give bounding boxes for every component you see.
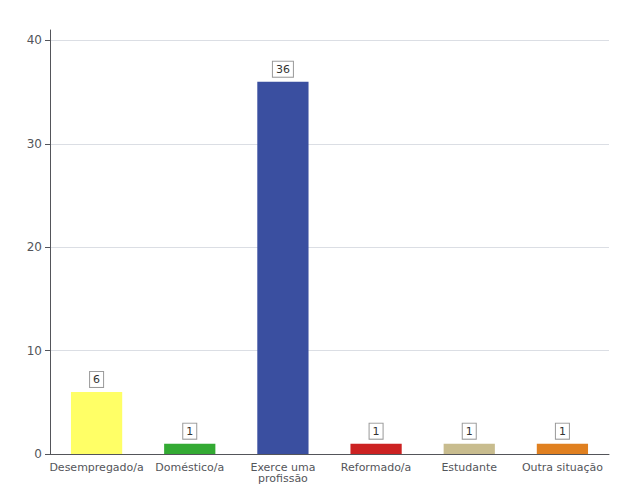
svg-text:40: 40 bbox=[27, 33, 42, 47]
svg-text:0: 0 bbox=[34, 447, 42, 461]
svg-text:Doméstico/a: Doméstico/a bbox=[155, 461, 224, 474]
svg-text:Outra situação: Outra situação bbox=[522, 461, 603, 474]
svg-text:Estudante: Estudante bbox=[441, 461, 497, 474]
svg-text:Reformado/a: Reformado/a bbox=[341, 461, 411, 474]
svg-text:Desempregado/a: Desempregado/a bbox=[49, 461, 143, 474]
svg-text:6: 6 bbox=[93, 373, 100, 386]
svg-text:36: 36 bbox=[276, 63, 290, 76]
svg-text:1: 1 bbox=[559, 425, 566, 438]
svg-text:1: 1 bbox=[373, 425, 380, 438]
svg-text:Exerce uma: Exerce uma bbox=[250, 461, 316, 474]
svg-text:20: 20 bbox=[27, 240, 42, 254]
svg-text:profissão: profissão bbox=[258, 472, 308, 485]
svg-text:1: 1 bbox=[466, 425, 473, 438]
svg-text:10: 10 bbox=[27, 344, 42, 358]
svg-text:30: 30 bbox=[27, 137, 42, 151]
svg-text:1: 1 bbox=[186, 425, 193, 438]
